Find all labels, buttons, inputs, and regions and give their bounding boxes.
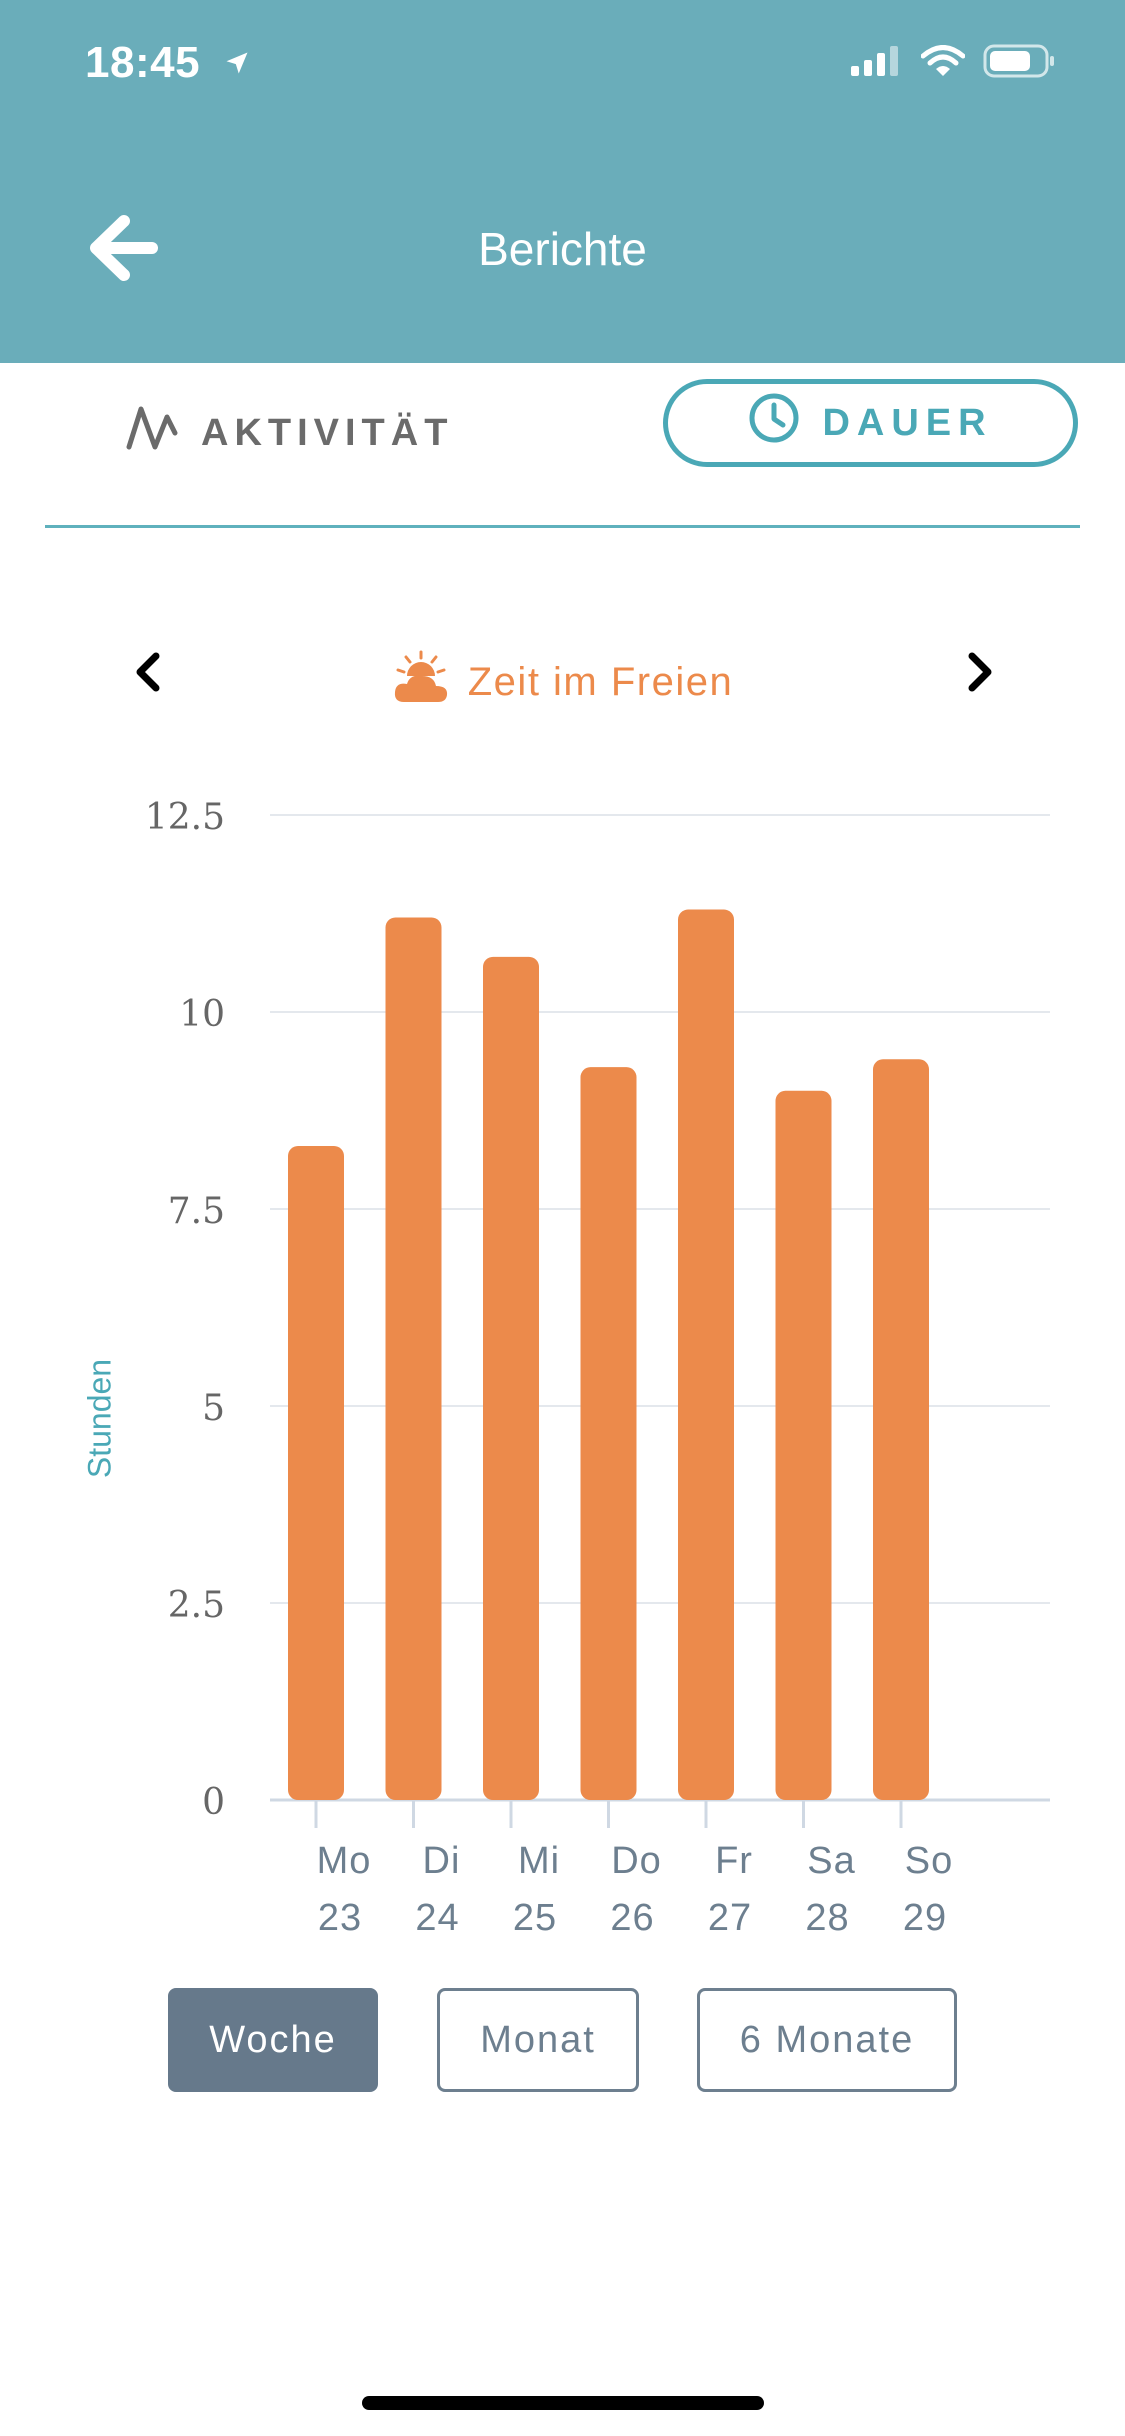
x-tick-label-day: Fr	[715, 1840, 753, 1882]
bar	[775, 1090, 832, 1800]
x-tick-label-date: 25	[513, 1897, 557, 1939]
range-month-button[interactable]: Monat	[437, 1988, 639, 2092]
next-metric-button[interactable]	[948, 642, 1008, 702]
tab-divider	[45, 525, 1080, 528]
range-selector: Woche Monat 6 Monate	[0, 1988, 1125, 2092]
x-tick-label-day: Sa	[807, 1840, 855, 1882]
tab-duration[interactable]: DAUER	[663, 379, 1078, 467]
range-6-months-button[interactable]: 6 Monate	[697, 1988, 957, 2092]
y-tick-label: 7.5	[168, 1191, 225, 1232]
x-tick-label-date: 24	[415, 1897, 459, 1939]
x-tick-label-date: 28	[805, 1897, 849, 1939]
bar	[385, 917, 442, 1800]
x-tick-label-day: Mo	[317, 1840, 372, 1882]
x-tick-label-day: Mi	[518, 1840, 560, 1882]
home-indicator	[362, 2396, 764, 2410]
y-tick-label: 12.5	[145, 797, 225, 838]
app-header: 18:45	[0, 0, 1125, 363]
activity-wave-icon	[125, 403, 179, 463]
metric-title: Zeit im Freien	[0, 650, 1125, 714]
signal-icon	[851, 46, 903, 81]
y-tick-label: 5	[202, 1388, 225, 1429]
y-tick-label: 10	[179, 994, 225, 1035]
x-tick-label-day: Do	[611, 1840, 662, 1882]
bar	[873, 1059, 929, 1800]
status-time-text: 18:45	[85, 38, 201, 87]
status-time: 18:45	[85, 38, 251, 88]
y-axis-label: Stunden	[81, 1358, 118, 1479]
back-button[interactable]	[88, 213, 158, 283]
range-week-button[interactable]: Woche	[168, 1988, 378, 2092]
x-tick-label-date: 23	[318, 1897, 362, 1939]
y-tick-label: 0	[202, 1782, 225, 1823]
outdoor-time-chart: 0 2.5 5 7.5 10 12.5 Mo 23 Di 24 Mi 25 Do 26 Fr 27 Sa 28 So…	[145, 797, 1050, 1939]
tab-activity[interactable]: AKTIVITÄT	[125, 393, 453, 473]
page-title: Berichte	[478, 223, 647, 275]
previous-metric-button[interactable]	[120, 642, 180, 702]
sun-cloud-icon	[392, 650, 450, 714]
back-arrow-icon	[90, 215, 158, 281]
y-tick-label: 2.5	[168, 1585, 225, 1626]
x-tick-label-date: 27	[708, 1897, 752, 1939]
clock-icon	[748, 392, 800, 454]
metric-selector: Zeit im Freien	[0, 630, 1125, 720]
chevron-right-icon	[968, 652, 992, 692]
tab-duration-label: DAUER	[822, 401, 993, 444]
status-indicators	[851, 44, 1055, 83]
x-tick-label-date: 26	[610, 1897, 654, 1939]
tab-activity-label: AKTIVITÄT	[201, 411, 454, 454]
wifi-icon	[920, 45, 966, 82]
chevron-left-icon	[136, 652, 160, 692]
x-tick-label-day: Di	[423, 1840, 461, 1882]
battery-icon	[983, 44, 1055, 83]
metric-label: Zeit im Freien	[467, 659, 734, 704]
x-tick-label-day: So	[905, 1840, 953, 1882]
bar	[678, 909, 734, 1800]
x-tick-label-date: 29	[903, 1897, 947, 1939]
report-tabs: AKTIVITÄT DAUER	[0, 363, 1125, 528]
bar	[580, 1067, 637, 1800]
bar	[288, 1145, 344, 1800]
location-arrow-icon	[223, 38, 251, 88]
bar	[483, 956, 539, 1800]
